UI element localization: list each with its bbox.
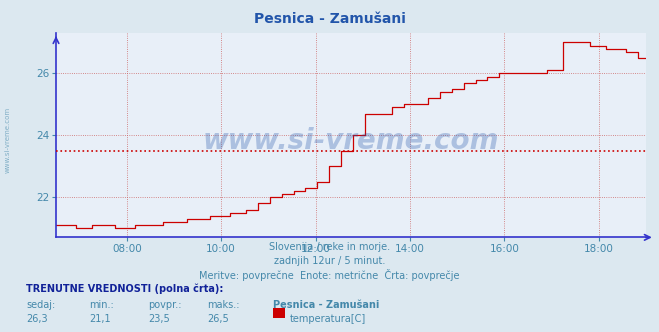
Text: 26,5: 26,5 [208,314,229,324]
Text: sedaj:: sedaj: [26,300,55,310]
Text: www.si-vreme.com: www.si-vreme.com [203,127,499,155]
Text: 21,1: 21,1 [89,314,111,324]
Text: temperatura[C]: temperatura[C] [290,314,366,324]
Text: www.si-vreme.com: www.si-vreme.com [5,106,11,173]
Text: zadnjih 12ur / 5 minut.: zadnjih 12ur / 5 minut. [273,256,386,266]
Text: Pesnica - Zamušani: Pesnica - Zamušani [273,300,380,310]
Text: Slovenija / reke in morje.: Slovenija / reke in morje. [269,242,390,252]
Text: TRENUTNE VREDNOSTI (polna črta):: TRENUTNE VREDNOSTI (polna črta): [26,284,224,294]
Text: 26,3: 26,3 [26,314,48,324]
Text: maks.:: maks.: [208,300,240,310]
Text: Meritve: povprečne  Enote: metrične  Črta: povprečje: Meritve: povprečne Enote: metrične Črta:… [199,269,460,281]
Text: 23,5: 23,5 [148,314,170,324]
Text: min.:: min.: [89,300,114,310]
Text: povpr.:: povpr.: [148,300,182,310]
Text: Pesnica - Zamušani: Pesnica - Zamušani [254,12,405,26]
